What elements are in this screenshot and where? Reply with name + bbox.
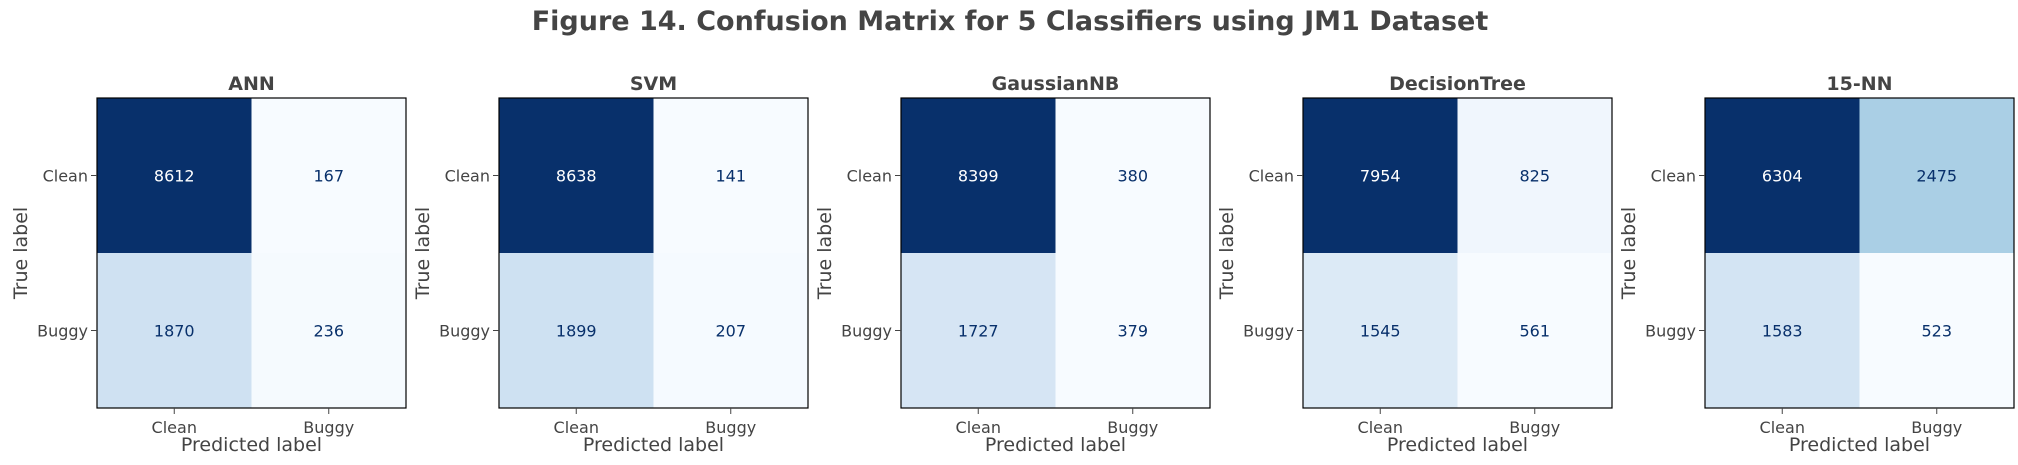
panel-title: 15-NN [1826, 73, 1892, 95]
x-tick-label: Clean [956, 418, 1001, 437]
cell-value-label: 8612 [154, 167, 195, 186]
y-axis-label: True label [412, 207, 434, 300]
plot-frame [900, 97, 1211, 409]
heatmap-cell [1055, 98, 1211, 254]
y-tick-label: Clean [1249, 167, 1294, 186]
x-tick-label: Buggy [303, 418, 354, 437]
heatmap-cell [653, 98, 809, 254]
x-tick-label: Clean [1760, 418, 1805, 437]
y-tick-label: Clean [1651, 167, 1696, 186]
cell-value-label: 6304 [1762, 167, 1803, 186]
cell-value-label: 207 [715, 322, 746, 341]
x-axis-label: Predicted label [181, 434, 322, 456]
plot-frame [1302, 97, 1613, 409]
confusion-panel: 6304 2475 1583 523 15-NN Clean Buggy Clean Buggy… [1618, 73, 2015, 456]
cell-value-label: 380 [1117, 167, 1148, 186]
y-tick-label: Buggy [841, 322, 892, 341]
x-axis-label: Predicted label [1387, 434, 1528, 456]
x-tick-label: Clean [1358, 418, 1403, 437]
cell-value-label: 2475 [1916, 167, 1957, 186]
x-tick-label: Buggy [1509, 418, 1560, 437]
y-axis-label: True label [814, 207, 836, 300]
y-axis-label: True label [1216, 207, 1238, 300]
heatmap-cell [499, 253, 654, 409]
y-axis-label: True label [10, 207, 32, 300]
heatmap-cell [1705, 98, 1860, 254]
panel-title: DecisionTree [1389, 73, 1526, 95]
x-tick-label: Clean [554, 418, 599, 437]
figure-title: Figure 14. Confusion Matrix for 5 Classi… [532, 6, 1489, 37]
cell-value-label: 1583 [1762, 322, 1803, 341]
cell-value-label: 236 [313, 322, 344, 341]
cell-value-label: 825 [1519, 167, 1550, 186]
x-axis-label: Predicted label [583, 434, 724, 456]
plot-frame [498, 97, 809, 409]
cell-value-label: 379 [1117, 322, 1148, 341]
heatmap-cell [1457, 253, 1613, 409]
y-tick-label: Clean [43, 167, 88, 186]
panel-title: SVM [630, 73, 677, 95]
x-tick-label: Buggy [1107, 418, 1158, 437]
cell-value-label: 523 [1921, 322, 1952, 341]
cell-value-label: 7954 [1360, 167, 1401, 186]
heatmap-cell [97, 253, 252, 409]
cell-value-label: 8399 [958, 167, 999, 186]
confusion-panel: 7954 825 1545 561 DecisionTree Clean Buggy Clea… [1216, 73, 1613, 456]
cell-value-label: 1870 [154, 322, 195, 341]
x-axis-label: Predicted label [1789, 434, 1930, 456]
y-tick-label: Clean [847, 167, 892, 186]
heatmap-cell [1859, 98, 2015, 254]
plot-frame [1704, 97, 2015, 409]
x-tick-label: Clean [152, 418, 197, 437]
heatmap-cell [1055, 253, 1211, 409]
heatmap-cell [1457, 98, 1613, 254]
heatmap-cell [97, 98, 252, 254]
y-tick-label: Clean [445, 167, 490, 186]
panel-title: GaussianNB [992, 73, 1120, 95]
heatmap-cell [1705, 253, 1860, 409]
heatmap-cell [1303, 98, 1458, 254]
x-tick-label: Buggy [1911, 418, 1962, 437]
y-tick-label: Buggy [1645, 322, 1696, 341]
y-tick-label: Buggy [439, 322, 490, 341]
heatmap-cell [653, 253, 809, 409]
cell-value-label: 167 [313, 167, 344, 186]
plot-frame [96, 97, 407, 409]
cell-value-label: 141 [715, 167, 746, 186]
heatmap-cell [499, 98, 654, 254]
y-tick-label: Buggy [37, 322, 88, 341]
panel-title: ANN [228, 73, 275, 95]
heatmap-cell [251, 98, 407, 254]
x-axis-label: Predicted label [985, 434, 1126, 456]
cell-value-label: 561 [1519, 322, 1550, 341]
heatmap-cell [1859, 253, 2015, 409]
x-tick-label: Buggy [705, 418, 756, 437]
heatmap-cell [901, 98, 1056, 254]
y-axis-label: True label [1618, 207, 1640, 300]
heatmap-cell [1303, 253, 1458, 409]
cell-value-label: 1727 [958, 322, 999, 341]
confusion-panel: 8399 380 1727 379 GaussianNB Clean Buggy Clean B… [814, 73, 1211, 456]
cell-value-label: 1899 [556, 322, 597, 341]
cell-value-label: 1545 [1360, 322, 1401, 341]
heatmap-cell [901, 253, 1056, 409]
cell-value-label: 8638 [556, 167, 597, 186]
y-tick-label: Buggy [1243, 322, 1294, 341]
heatmap-cell [251, 253, 407, 409]
